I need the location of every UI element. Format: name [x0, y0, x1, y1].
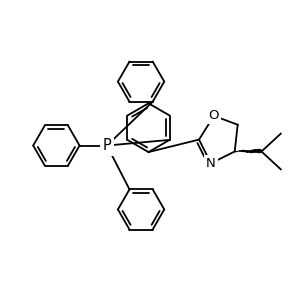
Text: P: P	[103, 138, 111, 153]
Text: O: O	[209, 109, 219, 122]
Text: N: N	[206, 157, 216, 170]
